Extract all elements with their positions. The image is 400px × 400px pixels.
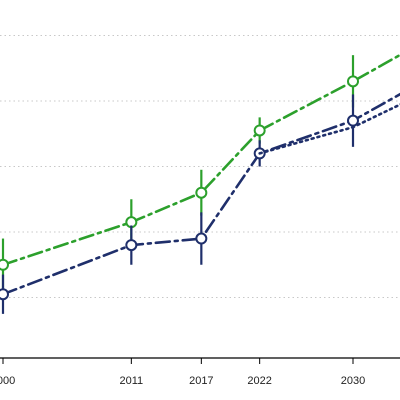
data-point [253,124,266,137]
series-line [1,53,400,267]
data-point [0,258,9,271]
data-point [0,288,9,301]
data-point [347,75,359,88]
data-point [195,232,208,245]
gridlines [0,35,400,298]
series-0 [0,53,400,291]
x-tick-label: 2000 [0,375,15,387]
data-point [347,114,359,127]
series-1 [0,92,400,314]
x-tick-label: 2030 [341,375,365,387]
x-tick-label: 2011 [120,375,144,387]
x-tick-label: 2017 [189,375,213,387]
series-line [258,103,400,155]
data-point [125,239,138,252]
series-group [0,53,400,314]
series-line [1,92,400,296]
series-2 [258,103,400,155]
data-point [195,186,208,199]
x-axis-ticks: 2000 2011 2017 2022 2030 [0,358,365,387]
x-tick-label: 2022 [247,375,271,387]
